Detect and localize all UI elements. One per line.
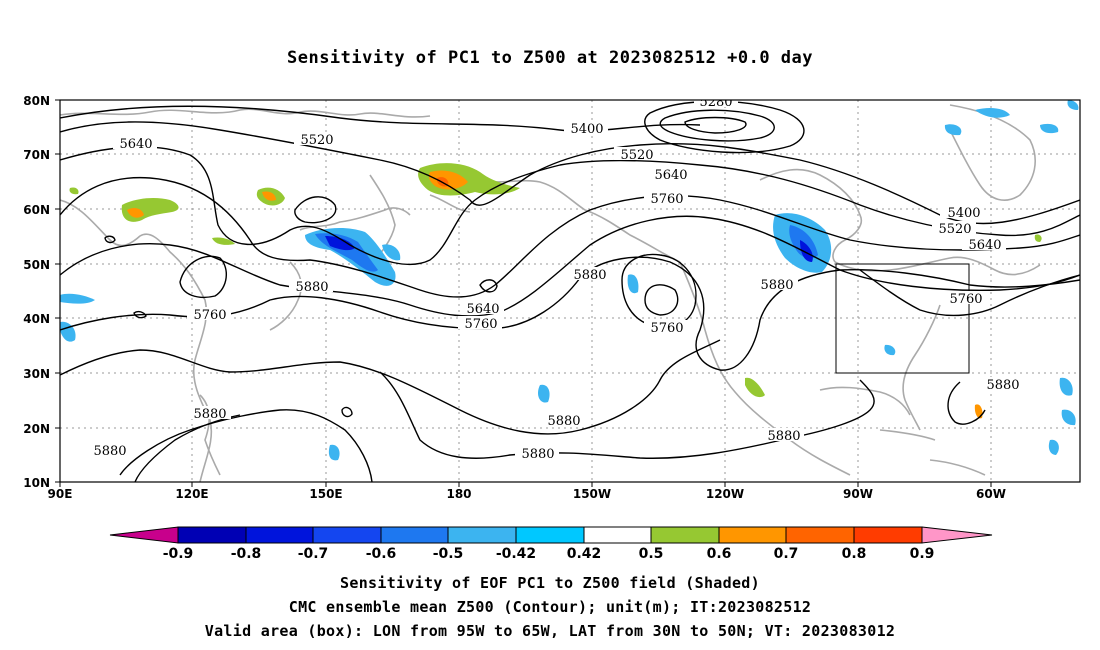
lon-label: 120W <box>706 487 744 501</box>
plot-title: Sensitivity of PC1 to Z500 at 2023082512… <box>286 48 813 68</box>
contour-label: 5880 <box>295 280 328 295</box>
colorbar-label: -0.5 <box>433 546 464 562</box>
colorbar-swatch <box>312 526 382 544</box>
contour-label: 5880 <box>986 378 1019 393</box>
colorbar-swatch <box>853 526 923 544</box>
colorbar-label: -0.6 <box>366 546 397 562</box>
longitude-labels: 90E 120E 150E 180 150W 120W 90W 60W <box>48 487 1006 501</box>
contour-label: 5760 <box>650 192 683 207</box>
contour-label: 5640 <box>466 302 499 317</box>
colorbar-label: 0.42 <box>567 546 602 562</box>
colorbar-high-arrow <box>921 526 993 544</box>
lat-label: 80N <box>23 94 50 108</box>
map-area: 5280 5400 5520 5640 5520 5640 5760 5400 … <box>60 95 1080 482</box>
colorbar-label: 0.9 <box>910 546 935 562</box>
contour-label: 5760 <box>193 308 226 323</box>
colorbar-swatch <box>718 526 787 544</box>
lon-label: 90W <box>843 487 873 501</box>
contour-label: 5400 <box>570 122 603 137</box>
tick-marks <box>55 99 992 487</box>
colorbar-label: -0.8 <box>231 546 262 562</box>
colorbar-low-arrow <box>109 526 179 544</box>
contour-label: 5880 <box>573 268 606 283</box>
caption-line-3: Valid area (box): LON from 95W to 65W, L… <box>204 622 896 640</box>
lon-label: 150W <box>573 487 611 501</box>
contour-label: 5760 <box>949 292 982 307</box>
colorbar-label: 0.6 <box>707 546 732 562</box>
contour-labels: 5280 5400 5520 5640 5520 5640 5760 5400 … <box>87 95 1024 462</box>
contour-label: 5880 <box>767 429 800 444</box>
colorbar-label: 0.5 <box>639 546 664 562</box>
caption-line-2: CMC ensemble mean Z500 (Contour); unit(m… <box>288 598 812 616</box>
colorbar-swatch <box>650 526 720 544</box>
valid-area-box <box>835 263 970 374</box>
contour-label: 5760 <box>464 317 497 332</box>
contour-label: 5880 <box>93 444 126 459</box>
lat-label: 30N <box>23 367 50 381</box>
colorbar <box>109 526 993 544</box>
colorbar-swatch <box>447 526 517 544</box>
contour-label: 5880 <box>521 447 554 462</box>
contour-label: 5640 <box>968 238 1001 253</box>
colorbar-label: -0.7 <box>298 546 329 562</box>
contour-label: 5520 <box>938 222 971 237</box>
contour-label: 5280 <box>699 95 732 110</box>
caption-line-1: Sensitivity of EOF PC1 to Z500 field (Sh… <box>340 574 760 592</box>
contour-label: 5760 <box>650 321 683 336</box>
colorbar-swatch <box>380 526 449 544</box>
colorbar-label: -0.42 <box>496 546 536 562</box>
lon-label: 60W <box>976 487 1006 501</box>
contour-label: 5520 <box>300 133 333 148</box>
contour-label: 5640 <box>119 137 152 152</box>
lat-label: 50N <box>23 258 50 272</box>
colorbar-swatch <box>583 526 652 544</box>
contour-label: 5640 <box>654 168 687 183</box>
colorbar-label: 0.8 <box>842 546 867 562</box>
lat-label: 20N <box>23 422 50 436</box>
lon-label: 150E <box>309 487 342 501</box>
contour-label: 5400 <box>947 206 980 221</box>
lat-label: 40N <box>23 312 50 326</box>
latitude-labels: 80N 70N 60N 50N 40N 30N 20N 10N <box>23 94 50 490</box>
colorbar-swatch <box>177 526 247 544</box>
z500-contours <box>60 100 1080 482</box>
colorbar-swatch <box>785 526 855 544</box>
lat-label: 70N <box>23 148 50 162</box>
lon-label: 120E <box>175 487 208 501</box>
lat-label: 60N <box>23 203 50 217</box>
colorbar-swatch <box>515 526 585 544</box>
contour-label: 5880 <box>760 278 793 293</box>
lon-label: 180 <box>446 487 471 501</box>
colorbar-label: 0.7 <box>774 546 799 562</box>
lon-label: 90E <box>48 487 73 501</box>
contour-label: 5880 <box>547 414 580 429</box>
colorbar-label: -0.9 <box>163 546 194 562</box>
map-frame <box>59 99 1081 483</box>
lat-label: 10N <box>23 476 50 490</box>
colorbar-swatch <box>245 526 314 544</box>
contour-label: 5520 <box>620 148 653 163</box>
contour-label: 5880 <box>193 407 226 422</box>
colorbar-labels: -0.9 -0.8 -0.7 -0.6 -0.5 -0.42 0.42 0.5 … <box>163 546 935 562</box>
